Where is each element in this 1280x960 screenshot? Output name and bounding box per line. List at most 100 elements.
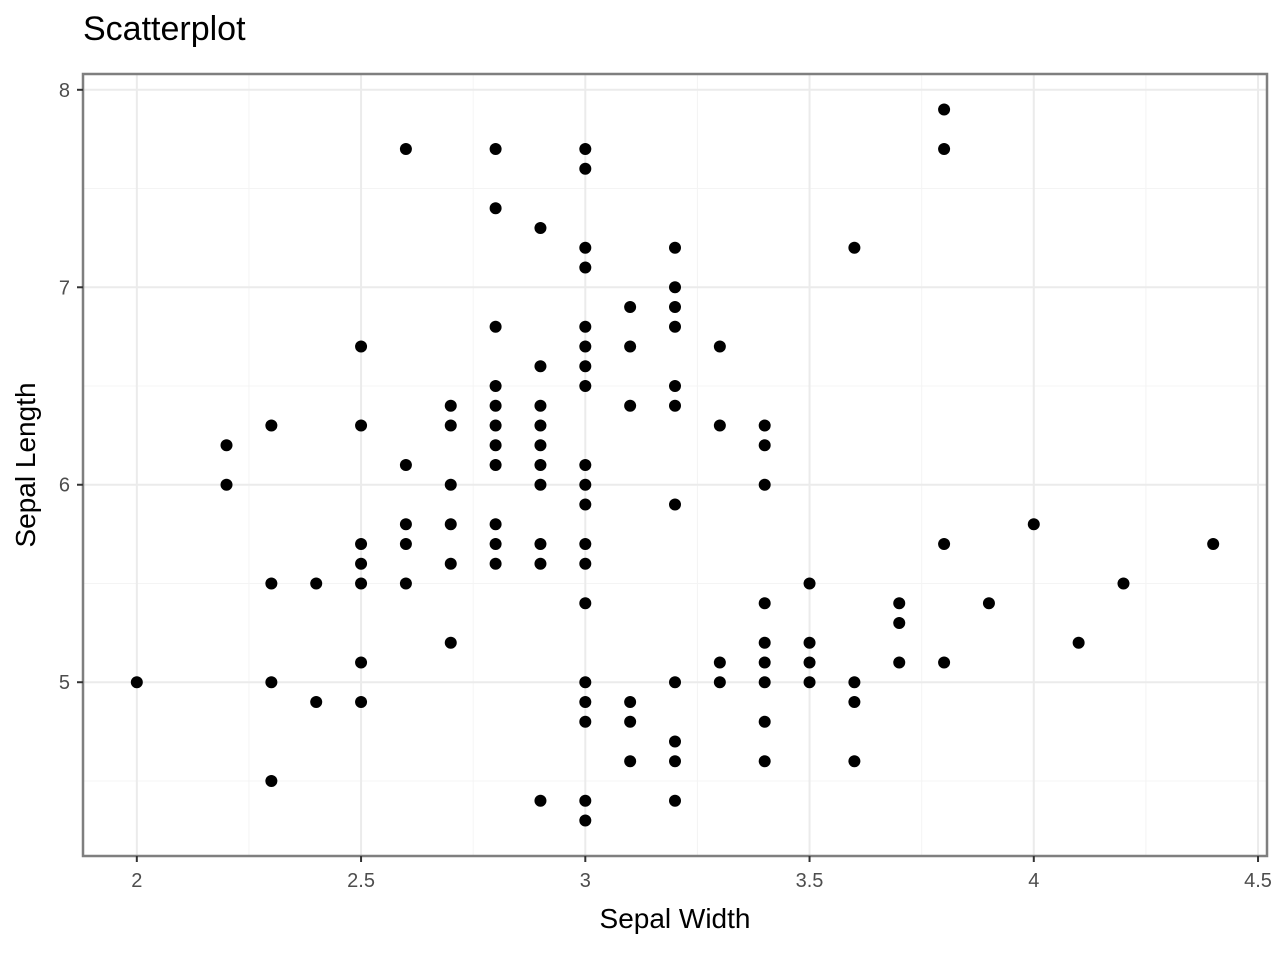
x-tick-label: 2 [131, 870, 142, 892]
data-point [669, 399, 681, 412]
x-tick-label: 4.5 [1244, 870, 1272, 892]
data-point [1207, 537, 1220, 550]
data-point [534, 399, 547, 412]
data-point [758, 715, 771, 728]
data-point [848, 695, 861, 708]
data-point [489, 380, 502, 393]
data-point [893, 616, 906, 629]
y-tick-label: 6 [59, 475, 70, 497]
data-point [579, 557, 592, 570]
data-point [893, 597, 906, 610]
data-point [624, 301, 637, 314]
data-point [669, 241, 681, 254]
data-point [713, 656, 726, 669]
x-tick-label: 4 [1028, 870, 1039, 892]
data-point [938, 656, 951, 669]
data-point [355, 419, 368, 432]
data-point [848, 755, 861, 768]
data-point [848, 241, 861, 254]
data-point [355, 695, 368, 708]
data-point [938, 103, 951, 116]
data-point [579, 162, 592, 175]
data-point [579, 498, 592, 511]
data-point [624, 695, 637, 708]
data-point [579, 597, 592, 610]
data-point [399, 577, 412, 590]
data-point [579, 715, 592, 728]
data-point [534, 419, 547, 432]
data-point [534, 557, 547, 570]
data-point [938, 537, 951, 550]
data-point [579, 695, 592, 708]
data-point [713, 419, 726, 432]
data-point [713, 676, 726, 689]
data-point [758, 439, 771, 452]
data-point [220, 439, 233, 452]
data-point [534, 478, 547, 491]
data-point [399, 537, 412, 550]
data-point [669, 301, 681, 314]
data-point [265, 774, 278, 787]
data-point [758, 755, 771, 768]
data-point [534, 222, 547, 235]
y-axis: 5 6 7 8 [59, 80, 83, 694]
data-point [444, 399, 457, 412]
data-point [579, 360, 592, 373]
panel-border [81, 72, 1269, 858]
data-point [355, 340, 368, 353]
data-point [758, 656, 771, 669]
data-point [310, 577, 323, 590]
data-point [579, 380, 592, 393]
data-point [489, 320, 502, 333]
data-point [355, 577, 368, 590]
data-point [265, 676, 278, 689]
data-point [579, 459, 592, 471]
data-point [444, 636, 457, 649]
data-point [1117, 577, 1130, 590]
data-point [579, 676, 592, 689]
chart-title: Scatterplot [83, 10, 246, 48]
data-point [669, 380, 681, 393]
data-points [130, 103, 1220, 827]
data-point [130, 676, 143, 689]
data-point [803, 636, 816, 649]
x-tick-label: 2.5 [347, 870, 375, 892]
data-point [624, 715, 637, 728]
data-point [579, 478, 592, 491]
minor-gridlines [83, 74, 1267, 856]
data-point [669, 755, 681, 768]
data-point [489, 518, 502, 531]
data-point [669, 676, 681, 689]
data-point [669, 320, 681, 333]
data-point [624, 340, 637, 353]
x-tick-label: 3.5 [796, 870, 824, 892]
data-point [848, 676, 861, 689]
data-point [758, 478, 771, 491]
data-point [355, 537, 368, 550]
data-point [444, 419, 457, 432]
data-point [1072, 636, 1085, 649]
major-gridlines [83, 74, 1267, 856]
data-point [489, 399, 502, 412]
data-point [444, 557, 457, 570]
y-axis-title: Sepal Length [10, 382, 41, 547]
data-point [534, 794, 547, 807]
data-point [489, 537, 502, 550]
data-point [669, 794, 681, 807]
data-point [758, 419, 771, 432]
data-point [489, 202, 502, 215]
data-point [355, 656, 368, 669]
y-tick-label: 5 [59, 672, 70, 694]
data-point [669, 281, 681, 294]
data-point [310, 695, 323, 708]
data-point [758, 597, 771, 610]
x-tick-label: 3 [580, 870, 591, 892]
data-point [938, 143, 951, 156]
data-point [579, 261, 592, 274]
data-point [444, 478, 457, 491]
data-point [444, 518, 457, 531]
data-point [265, 419, 278, 432]
data-point [579, 143, 592, 156]
data-point [1027, 518, 1040, 531]
